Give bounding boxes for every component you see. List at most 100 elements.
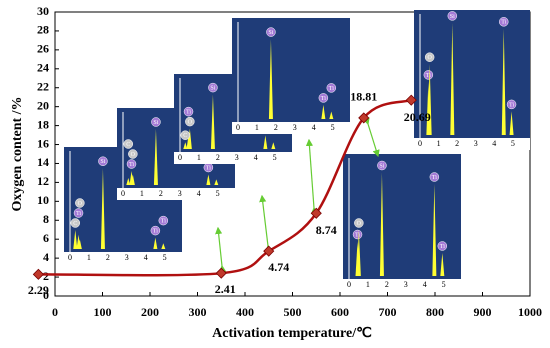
inset-peak-label: C bbox=[126, 142, 130, 148]
inset-peak bbox=[214, 179, 219, 185]
inset-badge bbox=[70, 218, 81, 228]
x-tick-label: 100 bbox=[94, 305, 112, 319]
inset-peak-label: C bbox=[73, 221, 77, 227]
inset-peak bbox=[509, 111, 514, 135]
x-tick-label: 600 bbox=[331, 305, 349, 319]
inset-peak-label: Ti bbox=[153, 228, 158, 234]
y-tick-label: 28 bbox=[37, 23, 49, 37]
inset-badge bbox=[423, 70, 434, 80]
inset-tick-label: 2 bbox=[274, 123, 278, 132]
inset-axis-strip bbox=[64, 252, 182, 264]
inset-peak bbox=[329, 111, 334, 119]
data-point bbox=[358, 112, 370, 124]
inset-peak-label: Si bbox=[210, 85, 215, 91]
inset-peak-label: Si bbox=[450, 14, 455, 20]
inset-tick-label: 3 bbox=[235, 153, 239, 162]
inset-badge bbox=[73, 208, 84, 218]
x-tick-label: 0 bbox=[52, 305, 58, 319]
y-tick-label: 14 bbox=[37, 155, 49, 169]
inset-peak-label: Ti bbox=[186, 109, 191, 115]
inset-peak bbox=[130, 174, 135, 185]
inset-peak bbox=[100, 168, 105, 249]
y-tick-label: 20 bbox=[37, 98, 49, 112]
x-tick-label: 700 bbox=[379, 305, 397, 319]
x-tick-label: 500 bbox=[284, 305, 302, 319]
inset-badge bbox=[266, 27, 276, 37]
inset-badge bbox=[208, 82, 218, 93]
inset-tick-label: 3 bbox=[293, 123, 297, 132]
inset-peak-label: Ti bbox=[501, 20, 506, 26]
inset-peak-label: O bbox=[357, 221, 362, 227]
data-label: 18.81 bbox=[350, 90, 377, 104]
inset-tick-label: 0 bbox=[68, 253, 72, 262]
inset-peak bbox=[440, 253, 445, 276]
inset-badge bbox=[123, 139, 134, 149]
inset-tick-label: 4 bbox=[144, 253, 148, 262]
y-tick-label: 24 bbox=[37, 61, 49, 75]
inset-tick-label: 2 bbox=[385, 280, 389, 289]
inset-tick-label: 1 bbox=[87, 253, 91, 262]
inset-peak-label: O bbox=[427, 55, 432, 61]
inset-tick-label: 2 bbox=[216, 153, 220, 162]
insets: 012345CTiOSiTiTi012345TiOCSiTiTi012345OT… bbox=[64, 10, 530, 291]
inset-tick-label: 4 bbox=[423, 280, 427, 289]
inset-badge bbox=[151, 117, 161, 127]
inset-tick-label: 3 bbox=[474, 139, 478, 148]
inset-badge bbox=[499, 17, 509, 27]
inset-tick-label: 1 bbox=[437, 139, 441, 148]
inset-tick-label: 0 bbox=[418, 139, 422, 148]
data-point bbox=[310, 207, 322, 219]
inset-tick-label: 2 bbox=[455, 139, 459, 148]
inset-tick-label: 0 bbox=[121, 189, 125, 198]
inset-peak bbox=[356, 230, 361, 276]
y-tick-label: 0 bbox=[43, 288, 49, 302]
inset-peak-label: Ti bbox=[161, 218, 166, 224]
y-tick-label: 30 bbox=[37, 4, 49, 18]
inset-peak-label: Ti bbox=[355, 232, 360, 238]
y-tick-label: 12 bbox=[37, 174, 49, 188]
inset-tick-label: 5 bbox=[442, 280, 446, 289]
inset-tick-label: 5 bbox=[511, 139, 515, 148]
inset-tick-label: 1 bbox=[255, 123, 259, 132]
inset-tick-label: 4 bbox=[254, 153, 258, 162]
inset-peak-label: Si bbox=[268, 30, 273, 36]
inset-tick-label: 5 bbox=[216, 189, 220, 198]
inset-tick-label: 4 bbox=[197, 189, 201, 198]
inset-peak bbox=[73, 230, 78, 249]
inset-peak-label: Si bbox=[153, 120, 158, 126]
inset-tick-label: 0 bbox=[236, 123, 240, 132]
inset-peak bbox=[268, 39, 273, 119]
y-tick-label: 6 bbox=[43, 231, 49, 245]
data-point bbox=[405, 94, 417, 106]
inset-badge bbox=[447, 11, 458, 21]
inset: 0 1 2 3 4 5 Ti O Si Ti Ti bbox=[343, 154, 461, 291]
x-axis-title: Activation temperature/℃ bbox=[212, 326, 372, 341]
x-tick-label: 900 bbox=[474, 305, 492, 319]
inset-peak bbox=[161, 243, 166, 249]
arrow bbox=[259, 194, 273, 253]
inset-peak-label: Si bbox=[379, 163, 384, 169]
inset-badge bbox=[377, 160, 387, 171]
inset-peak bbox=[210, 94, 215, 149]
inset: 0 1 2 3 4 5 Ti O Si Ti Ti bbox=[414, 10, 530, 150]
inset-peak-label: C bbox=[183, 133, 187, 139]
data-point bbox=[215, 267, 227, 279]
inset-axis-strip bbox=[414, 138, 530, 150]
inset-peak bbox=[153, 237, 158, 249]
inset-axis-strip bbox=[174, 152, 292, 164]
inset-tick-label: 2 bbox=[106, 253, 110, 262]
inset-peak bbox=[427, 64, 432, 135]
inset-peak bbox=[126, 178, 131, 185]
inset-peak bbox=[77, 239, 82, 249]
inset-peak-label: Ti bbox=[432, 175, 437, 181]
inset-peak-label: Ti bbox=[129, 162, 134, 168]
inset-badge bbox=[185, 116, 195, 127]
inset-badge bbox=[158, 215, 169, 226]
inset-badge bbox=[326, 83, 337, 93]
inset-badge bbox=[424, 52, 435, 62]
y-tick-label: 2 bbox=[43, 269, 49, 283]
inset-tick-label: 4 bbox=[492, 139, 496, 148]
data-label: 4.74 bbox=[268, 260, 289, 274]
y-tick-label: 4 bbox=[43, 250, 49, 264]
